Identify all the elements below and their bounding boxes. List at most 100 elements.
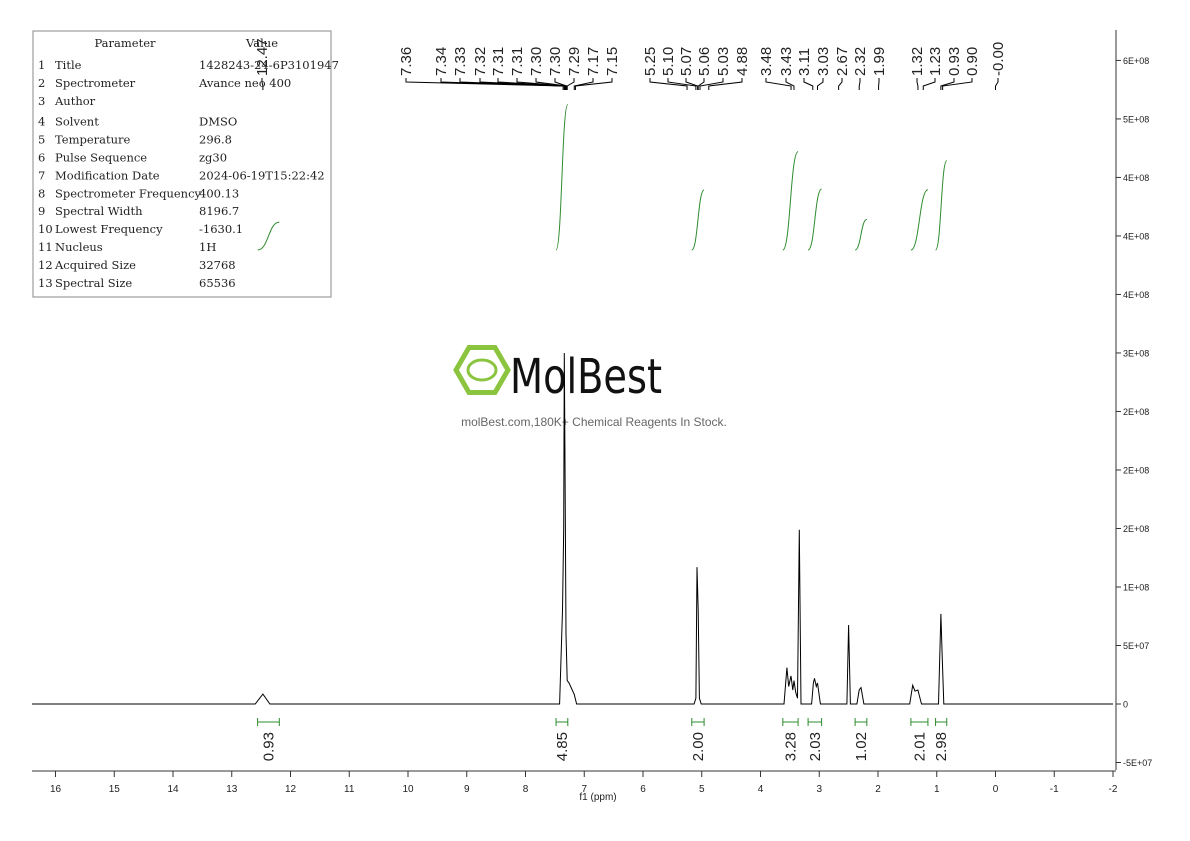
peak-label: 7.31 <box>490 47 507 76</box>
logo-hexagon <box>453 344 511 396</box>
peak-label: 5.10 <box>660 47 677 76</box>
peak-label: 3.43 <box>778 47 795 76</box>
x-tick-label: 13 <box>226 784 238 795</box>
x-axis-label: f1 (ppm) <box>579 792 616 803</box>
parameter-name: Spectrometer Frequency <box>55 186 202 200</box>
x-tick-label: 16 <box>50 784 62 795</box>
peak-label: 0.93 <box>946 47 963 76</box>
parameter-name: Lowest Frequency <box>55 222 163 236</box>
parameter-name: Spectrometer <box>55 76 136 90</box>
x-tick-label: 0 <box>993 784 999 795</box>
integral-bracket <box>935 718 948 726</box>
integral-bracket <box>555 718 569 726</box>
parameter-value: 1H <box>199 240 216 254</box>
peak-label: 5.06 <box>696 47 713 76</box>
parameter-value: 400.13 <box>199 186 239 200</box>
peak-connector <box>649 78 688 90</box>
parameter-value: 32768 <box>199 258 236 272</box>
peak-label: 3.48 <box>758 47 775 76</box>
peak-label: 3.03 <box>815 47 832 76</box>
integral-label: 2.03 <box>807 732 824 761</box>
peak-label: 7.17 <box>585 47 602 76</box>
parameter-name: Author <box>54 94 96 108</box>
peak-label: 2.67 <box>834 47 851 76</box>
peak-label: 4.88 <box>734 47 751 76</box>
peak-connector <box>405 78 564 90</box>
parameter-name: Modification Date <box>55 168 160 182</box>
x-tick-label: 3 <box>816 784 822 795</box>
peak-connector <box>858 78 861 90</box>
peak-connector <box>554 78 568 90</box>
integral-label: 1.02 <box>853 732 870 761</box>
watermark-tagline: molBest.com,180K+ Chemical Reagents In S… <box>461 415 727 429</box>
x-tick-label: -2 <box>1109 784 1118 795</box>
x-tick-label: 10 <box>402 784 414 795</box>
y-tick-label: 3E+08 <box>1123 348 1149 358</box>
parameter-name: Acquired Size <box>54 258 136 272</box>
parameter-value: 8196.7 <box>199 204 239 218</box>
parameter-value: 296.8 <box>199 133 232 147</box>
spectrum-line <box>32 352 1113 705</box>
parameter-name: Temperature <box>55 133 131 147</box>
parameter-value: DMSO <box>199 115 237 129</box>
parameter-value: zg30 <box>199 151 227 165</box>
x-tick-label: 4 <box>758 784 764 795</box>
row-number: 7 <box>38 168 45 182</box>
peak-connector <box>708 78 743 90</box>
integral-bracket <box>910 718 929 726</box>
peak-connector <box>573 78 594 90</box>
peak-label: 7.36 <box>398 47 415 76</box>
peak-connector <box>261 78 264 90</box>
integral-bracket <box>691 718 705 726</box>
y-tick-label: 0 <box>1123 700 1128 710</box>
peak-label: 5.07 <box>678 47 695 76</box>
peak-label: -0.00 <box>990 42 1007 76</box>
x-tick-label: 5 <box>699 784 705 795</box>
peak-connector <box>838 78 843 90</box>
y-tick-label: 5E+07 <box>1123 641 1149 651</box>
peak-label: 7.29 <box>566 47 583 76</box>
row-number: 11 <box>38 240 53 254</box>
peak-label: 7.30 <box>528 47 545 76</box>
parameter-name: Title <box>55 58 82 72</box>
peak-label: 5.25 <box>642 47 659 76</box>
y-tick-label: 1E+08 <box>1123 582 1149 592</box>
row-number: 2 <box>38 76 45 90</box>
y-tick-label: -5E+07 <box>1123 758 1152 768</box>
row-number: 12 <box>38 258 53 272</box>
peak-label: 1.23 <box>927 47 944 76</box>
integral-label: 4.85 <box>554 732 571 761</box>
parameter-value: 65536 <box>199 276 236 290</box>
integral-label: 2.00 <box>690 732 707 761</box>
integral-curve <box>782 151 799 251</box>
x-tick-label: 7 <box>581 784 587 795</box>
x-tick-label: -1 <box>1050 784 1059 795</box>
integral-bracket <box>854 718 868 726</box>
y-tick-label: 2E+08 <box>1123 465 1149 475</box>
x-tick-label: 14 <box>167 784 179 795</box>
peak-label: 0.90 <box>964 47 981 76</box>
row-number: 13 <box>38 276 53 290</box>
integral-label: 2.01 <box>911 732 928 761</box>
peak-label: 7.34 <box>433 47 450 76</box>
parameter-name: Pulse Sequence <box>55 151 147 165</box>
x-tick-label: 15 <box>109 784 121 795</box>
peak-connector <box>940 78 955 90</box>
table-header: Parameter <box>94 36 156 50</box>
peak-connector <box>566 78 575 90</box>
y-tick-label: 2E+08 <box>1123 524 1149 534</box>
peak-connector <box>699 78 724 90</box>
peak-connector <box>765 78 792 90</box>
row-number: 1 <box>38 58 45 72</box>
integral-curve <box>257 221 280 251</box>
row-number: 6 <box>38 151 45 165</box>
peak-label: 7.31 <box>509 47 526 76</box>
row-number: 5 <box>38 133 45 147</box>
peak-connector <box>685 78 699 90</box>
row-number: 9 <box>38 204 45 218</box>
integral-curve <box>854 218 868 251</box>
row-number: 8 <box>38 186 45 200</box>
peak-connector <box>574 78 613 90</box>
peak-connector <box>667 78 697 90</box>
